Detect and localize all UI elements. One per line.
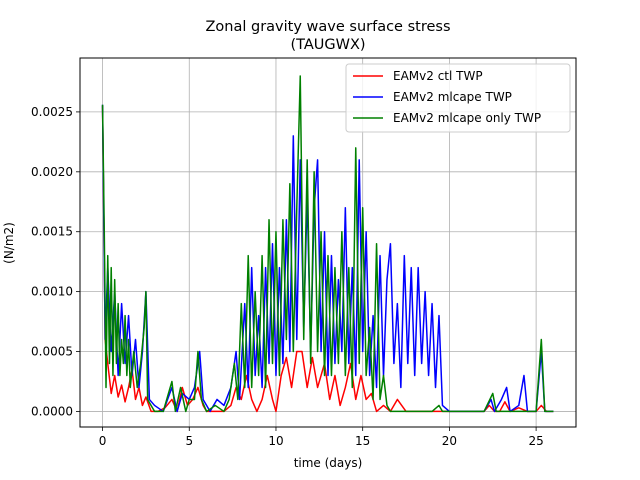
- y-axis-label: (N/m2): [2, 222, 16, 264]
- plot-frame: [79, 57, 577, 428]
- legend-label-3: EAMv2 mlcape only TWP: [393, 111, 541, 125]
- chart-subtitle: (TAUGWX): [290, 37, 365, 53]
- y-tick-label: 0.0005: [31, 345, 73, 359]
- legend-label-2: EAMv2 mlcape TWP: [393, 90, 512, 104]
- x-tick-label: 25: [528, 434, 543, 448]
- y-tick-label: 0.0015: [31, 225, 73, 239]
- x-tick-label: 15: [355, 434, 370, 448]
- legend: EAMv2 ctl TWP EAMv2 mlcape TWP EAMv2 mlcap…: [345, 63, 571, 133]
- x-axis-label: time (days): [294, 456, 363, 470]
- chart-title: Zonal gravity wave surface stress: [205, 19, 450, 35]
- x-axis: 0 5 10 15 20 25: [99, 427, 544, 448]
- legend-box: [345, 63, 571, 133]
- x-tick-label: 0: [99, 434, 107, 448]
- y-tick-label: 0.0020: [31, 165, 73, 179]
- x-tick-label: 10: [268, 434, 283, 448]
- x-tick-label: 5: [185, 434, 193, 448]
- y-tick-label: 0.0025: [31, 105, 73, 119]
- y-tick-label: 0.0000: [31, 404, 73, 418]
- x-tick-label: 20: [442, 434, 457, 448]
- series-line-3: [101, 75, 554, 413]
- y-tick-label: 0.0010: [31, 285, 73, 299]
- legend-label-1: EAMv2 ctl TWP: [393, 69, 483, 83]
- plot-lines: [101, 75, 554, 413]
- y-axis: 0.0000 0.0005 0.0010 0.0015 0.0020 0.0025: [31, 105, 80, 418]
